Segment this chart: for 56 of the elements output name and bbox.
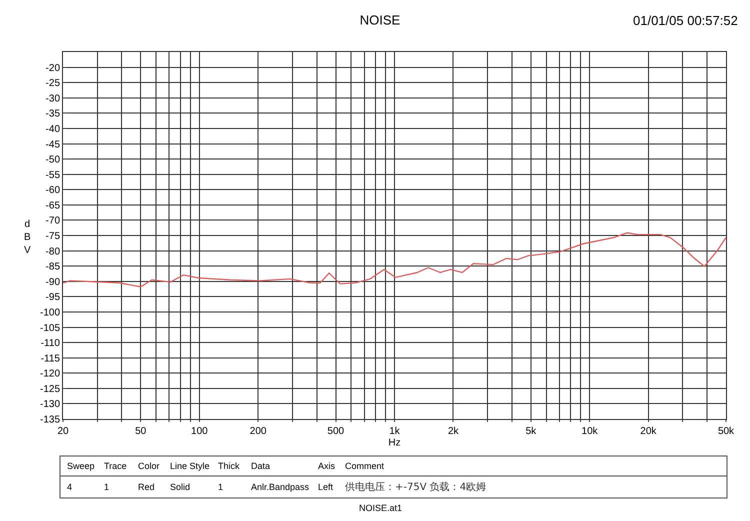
chart-title: NOISE	[360, 12, 401, 28]
y-tick-label: -20	[46, 62, 60, 74]
y-tick-label: -130	[40, 399, 60, 410]
y-tick-label: -90	[46, 276, 60, 288]
text: 4	[67, 482, 72, 492]
y-tick-label: -60	[46, 185, 60, 196]
text: 1	[104, 482, 110, 492]
x-tick-label: 2k	[448, 426, 460, 437]
y-tick-label: -65	[46, 200, 60, 212]
y-tick-label: -25	[46, 78, 60, 90]
y-tick-label: -80	[46, 246, 60, 258]
y-tick-label: -135	[40, 414, 60, 426]
y-tick-label: -115	[40, 353, 60, 364]
y-tick-label: -35	[46, 108, 60, 120]
x-tick-label: 50k	[718, 426, 736, 437]
text: Red	[138, 482, 155, 492]
x-tick-label: 1k	[389, 426, 401, 437]
y-tick-label: -75	[46, 231, 60, 242]
text: 01/01/05 00:57:52	[633, 13, 738, 28]
text: 1	[218, 482, 224, 492]
text: Data	[251, 461, 270, 471]
text: NOISE.at1	[359, 503, 402, 513]
text: Left	[318, 482, 334, 492]
text: Anlr.Bandpass	[251, 482, 310, 492]
x-tick-label: 100	[191, 426, 208, 437]
y-tick-label: -45	[46, 139, 60, 150]
text: Comment	[345, 461, 385, 471]
x-tick-label: 200	[250, 426, 267, 437]
y-tick-label: -95	[46, 292, 60, 304]
text: 供电电压：+-75V 负载：4欧姆	[345, 481, 486, 493]
x-tick-label: 20	[57, 426, 69, 437]
text: Trace	[104, 461, 127, 471]
y-tick-label: -120	[40, 368, 60, 380]
text: Line Style	[170, 461, 210, 471]
text: Solid	[170, 482, 190, 492]
y-tick-label: -110	[40, 338, 60, 350]
y-tick-label: -55	[46, 170, 60, 181]
x-tick-label: 500	[327, 426, 345, 437]
y-axis-title: dBV	[24, 219, 31, 256]
y-tick-label: -30	[46, 93, 60, 104]
x-tick-label: 50	[135, 426, 147, 437]
y-tick-label: -40	[46, 124, 60, 135]
y-tick-label: -105	[40, 322, 60, 334]
text: Thick	[218, 461, 240, 471]
text: Axis	[318, 461, 336, 471]
x-tick-label: 10k	[582, 426, 599, 437]
y-tick-label: -85	[46, 262, 60, 273]
x-tick-label: 5k	[526, 426, 538, 437]
x-axis-title: Hz	[388, 438, 401, 448]
y-tick-label: -70	[46, 216, 60, 227]
y-tick-label: -125	[40, 384, 60, 395]
text: Color	[138, 461, 160, 471]
text: Sweep	[67, 461, 95, 471]
x-tick-label: 20k	[640, 426, 658, 437]
y-tick-label: -100	[40, 307, 60, 318]
y-tick-label: -50	[46, 154, 60, 166]
